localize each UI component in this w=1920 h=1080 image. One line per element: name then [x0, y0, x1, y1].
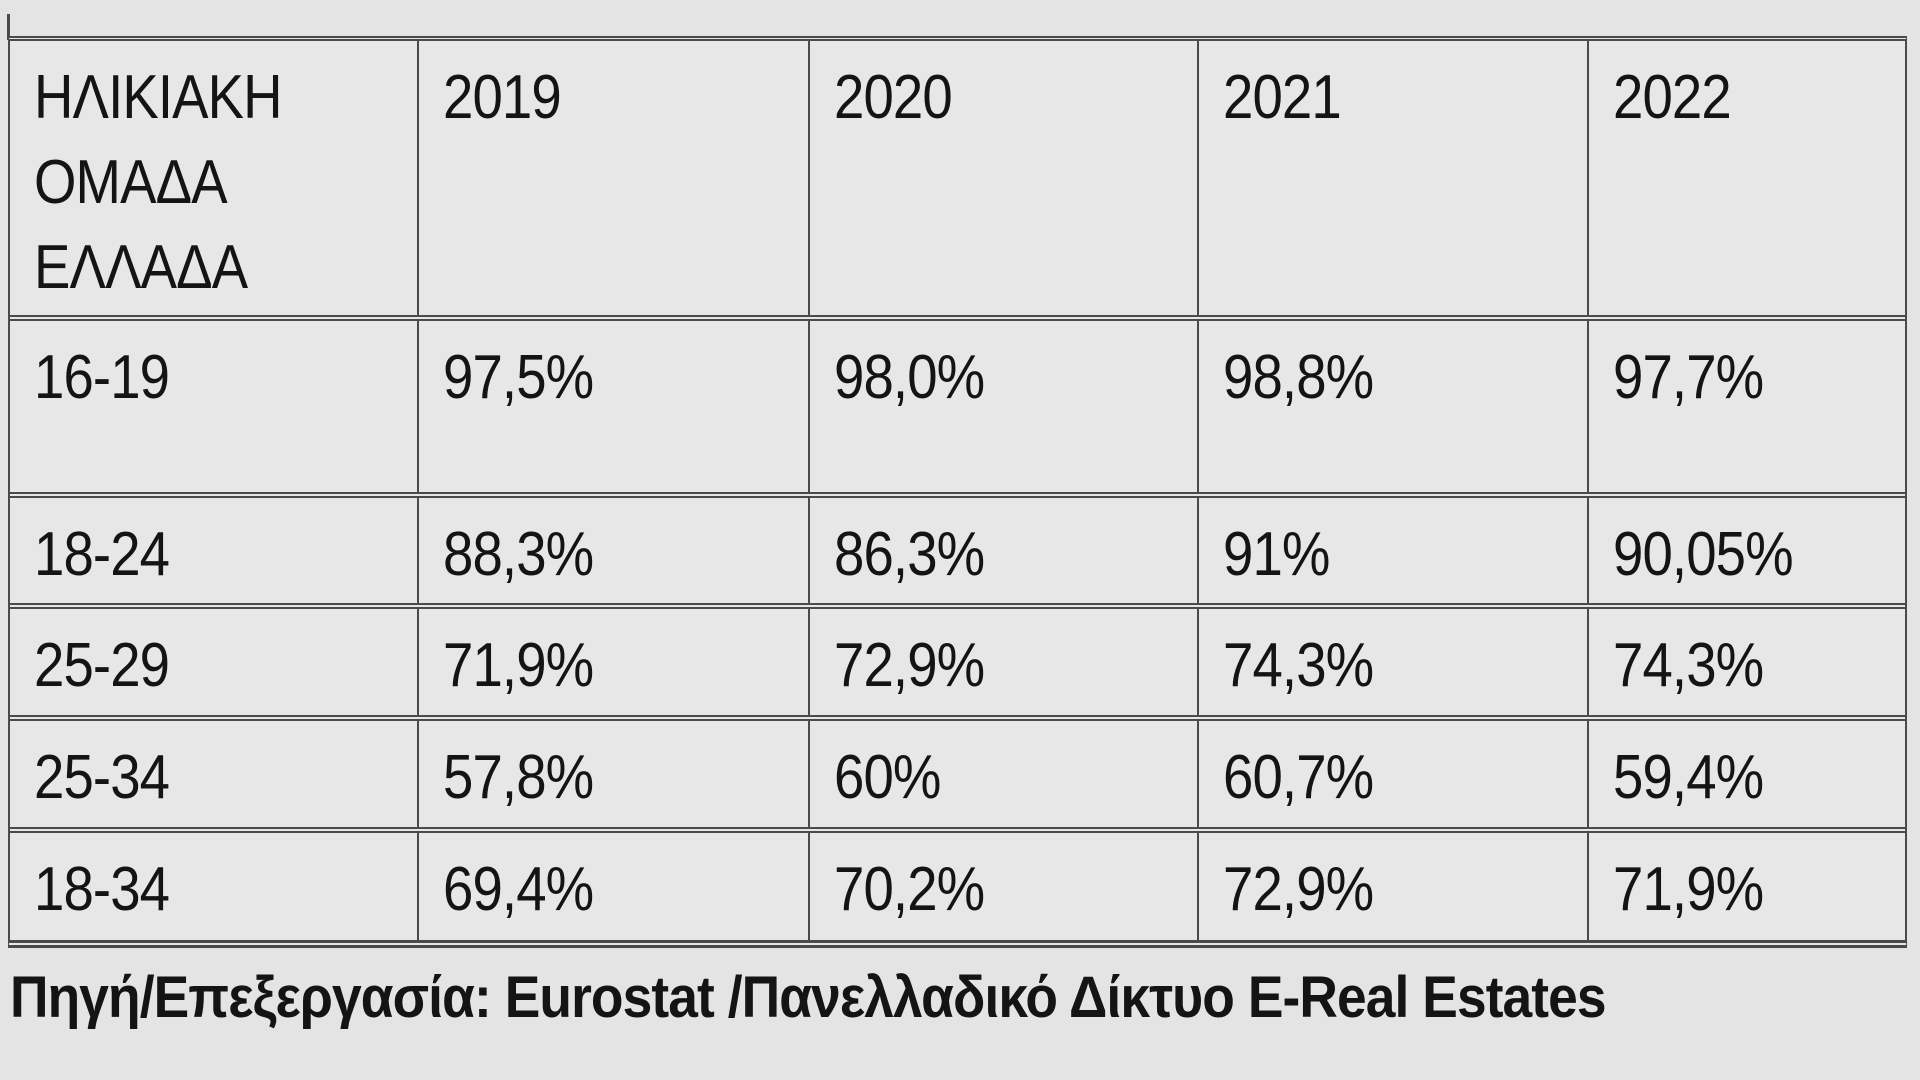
age-group-statistics-table: ΗΛΙΚΙΑΚΗ ΟΜΑΔΑ ΕΛΛΑΔΑ 2019 2020 2021 202… — [8, 36, 1907, 948]
percent-value: 72,9% — [834, 631, 985, 700]
age-group-label-line: ΗΛΙΚΙΑΚΗ — [34, 63, 283, 132]
year-label: 2022 — [1613, 63, 1732, 132]
value-cell: 74,3% — [1589, 609, 1905, 715]
table-row: 18-34 69,4% 70,2% 72,9% 71,9% — [10, 827, 1905, 940]
value-cell: 70,2% — [810, 833, 1199, 940]
age-group-label-line: ΕΛΛΑΔΑ — [34, 233, 248, 302]
percent-value: 97,5% — [443, 343, 594, 412]
value-cell: 72,9% — [1199, 833, 1589, 940]
value-cell: 57,8% — [419, 721, 810, 827]
border-artifact-line — [7, 14, 10, 40]
percent-value: 70,2% — [834, 855, 985, 924]
percent-value: 74,3% — [1223, 631, 1374, 700]
value-cell: 91% — [1199, 498, 1589, 603]
age-group-cell: 16-19 — [10, 321, 419, 492]
percent-value: 88,3% — [443, 520, 594, 589]
value-cell: 97,7% — [1589, 321, 1905, 492]
percent-value: 98,8% — [1223, 343, 1374, 412]
age-group-value: 18-24 — [34, 520, 170, 589]
value-cell: 74,3% — [1199, 609, 1589, 715]
table-row: 25-34 57,8% 60% 60,7% 59,4% — [10, 715, 1905, 827]
header-cell-year: 2019 — [419, 41, 810, 315]
table-row: 16-19 97,5% 98,0% 98,8% 97,7% — [10, 315, 1905, 492]
percent-value: 71,9% — [1613, 855, 1764, 924]
age-group-value: 18-34 — [34, 855, 170, 924]
year-label: 2021 — [1223, 63, 1342, 132]
percent-value: 59,4% — [1613, 743, 1764, 812]
percent-value: 91% — [1223, 520, 1330, 589]
value-cell: 59,4% — [1589, 721, 1905, 827]
percent-value: 97,7% — [1613, 343, 1764, 412]
year-label: 2019 — [443, 63, 562, 132]
percent-value: 71,9% — [443, 631, 594, 700]
age-group-cell: 18-24 — [10, 498, 419, 603]
percent-value: 57,8% — [443, 743, 594, 812]
age-group-value: 25-34 — [34, 743, 170, 812]
table-row: 18-24 88,3% 86,3% 91% 90,05% — [10, 492, 1905, 603]
value-cell: 86,3% — [810, 498, 1199, 603]
year-label: 2020 — [834, 63, 953, 132]
percent-value: 60,7% — [1223, 743, 1374, 812]
value-cell: 71,9% — [1589, 833, 1905, 940]
age-group-label-line: ΟΜΑΔΑ — [34, 148, 228, 217]
percent-value: 98,0% — [834, 343, 985, 412]
value-cell: 72,9% — [810, 609, 1199, 715]
value-cell: 69,4% — [419, 833, 810, 940]
value-cell: 60% — [810, 721, 1199, 827]
age-group-cell: 25-29 — [10, 609, 419, 715]
age-group-cell: 25-34 — [10, 721, 419, 827]
age-group-value: 25-29 — [34, 631, 170, 700]
value-cell: 88,3% — [419, 498, 810, 603]
percent-value: 60% — [834, 743, 941, 812]
value-cell: 71,9% — [419, 609, 810, 715]
percent-value: 90,05% — [1613, 520, 1794, 589]
source-note-text: Πηγή/Επεξεργασία: Eurostat /Πανελλαδικό … — [10, 965, 1607, 1030]
percent-value: 72,9% — [1223, 855, 1374, 924]
table-header-row: ΗΛΙΚΙΑΚΗ ΟΜΑΔΑ ΕΛΛΑΔΑ 2019 2020 2021 202… — [10, 41, 1905, 315]
header-cell-year: 2022 — [1589, 41, 1905, 315]
value-cell: 98,8% — [1199, 321, 1589, 492]
value-cell: 60,7% — [1199, 721, 1589, 827]
percent-value: 69,4% — [443, 855, 594, 924]
header-cell-year: 2021 — [1199, 41, 1589, 315]
age-group-value: 16-19 — [34, 343, 170, 412]
value-cell: 97,5% — [419, 321, 810, 492]
source-note: Πηγή/Επεξεργασία: Eurostat /Πανελλαδικό … — [10, 958, 1744, 1038]
header-cell-age-group: ΗΛΙΚΙΑΚΗ ΟΜΑΔΑ ΕΛΛΑΔΑ — [10, 41, 419, 315]
value-cell: 98,0% — [810, 321, 1199, 492]
percent-value: 74,3% — [1613, 631, 1764, 700]
header-cell-year: 2020 — [810, 41, 1199, 315]
table-row: 25-29 71,9% 72,9% 74,3% 74,3% — [10, 603, 1905, 715]
percent-value: 86,3% — [834, 520, 985, 589]
age-group-cell: 18-34 — [10, 833, 419, 940]
value-cell: 90,05% — [1589, 498, 1905, 603]
